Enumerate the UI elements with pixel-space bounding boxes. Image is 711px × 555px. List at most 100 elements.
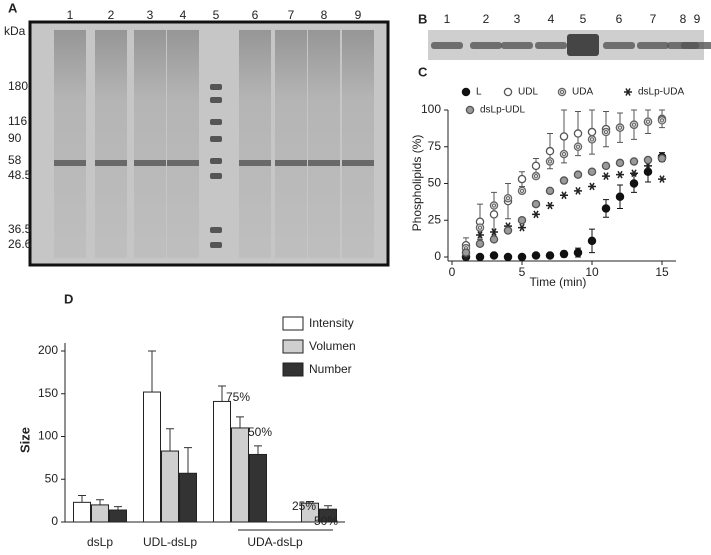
marker-ring	[559, 89, 565, 95]
marker	[517, 252, 527, 262]
marker-ring	[519, 188, 525, 193]
lane-label: 6	[616, 12, 623, 26]
marker	[657, 116, 667, 125]
y-tick-label: 150	[38, 386, 58, 400]
marker	[489, 210, 499, 219]
band	[603, 42, 635, 49]
legend-label: UDA	[572, 87, 593, 98]
legend-swatch	[282, 362, 304, 377]
y-axis-label: Size	[17, 427, 32, 453]
marker	[601, 127, 611, 137]
band	[95, 160, 127, 166]
y-tick-label: 100	[421, 102, 441, 116]
marker	[624, 88, 632, 96]
legend-swatch	[282, 339, 304, 354]
band	[470, 42, 502, 49]
lane-label: 4	[180, 8, 187, 22]
marker	[503, 87, 513, 97]
marker-ring	[533, 174, 539, 179]
marker-ring	[477, 225, 483, 230]
x-axis-label: Time (min)	[530, 275, 587, 289]
y-tick-label: 0	[51, 514, 58, 528]
error-bar	[166, 428, 174, 452]
marker	[573, 170, 583, 179]
error-bar	[184, 447, 192, 474]
lane-label: 2	[483, 12, 490, 26]
marker	[573, 129, 583, 138]
error-bar	[254, 445, 262, 455]
marker	[517, 215, 527, 225]
marker	[559, 149, 569, 159]
ladder-band	[210, 84, 222, 90]
marker-label: 36.5	[8, 222, 32, 236]
lane	[239, 30, 271, 258]
bar	[249, 453, 267, 523]
panel-label: C	[418, 64, 428, 79]
marker-ring	[575, 144, 581, 149]
panel-label: D	[64, 291, 73, 306]
lane	[167, 30, 199, 258]
lane-label: 5	[580, 12, 587, 26]
marker	[489, 201, 499, 210]
lane-label: 7	[288, 8, 295, 22]
marker-label: 58	[8, 153, 22, 167]
y-axis-label: Phospholipids (%)	[410, 135, 424, 232]
bar	[319, 508, 337, 523]
lane-label: 9	[355, 8, 362, 22]
marker	[643, 167, 653, 176]
marker-ring	[603, 129, 609, 135]
legend-label: Volumen	[309, 339, 356, 353]
x-tick-label: 15	[655, 265, 669, 279]
marker-ring	[659, 118, 665, 123]
marker	[545, 157, 555, 166]
marker-ring	[491, 203, 497, 208]
lane-label: 1	[67, 8, 74, 22]
error-bar	[114, 506, 122, 511]
marker	[602, 172, 610, 180]
y-tick-label: 50	[45, 471, 59, 485]
band	[275, 160, 307, 166]
marker	[461, 248, 471, 257]
x-tick-label: dsLp	[87, 535, 113, 549]
marker	[489, 251, 499, 260]
marker	[601, 204, 611, 213]
legend-label: Intensity	[309, 316, 354, 330]
bar	[301, 502, 319, 523]
marker	[503, 226, 513, 235]
marker	[587, 135, 597, 144]
marker	[615, 158, 625, 168]
marker	[616, 170, 624, 179]
band	[308, 160, 340, 166]
unit-label: kDa	[4, 24, 26, 38]
lane-label: 3	[147, 8, 154, 22]
y-tick-label: 0	[434, 249, 441, 263]
annotation: 50%	[314, 514, 338, 528]
marker	[658, 175, 666, 183]
marker	[573, 248, 583, 257]
y-tick-label: 100	[38, 429, 58, 443]
legend-label: dsLp-UDL	[480, 105, 525, 116]
ladder-band	[210, 242, 222, 248]
band	[134, 160, 166, 166]
panel-label: A	[8, 0, 18, 15]
marker-ring	[631, 122, 637, 127]
y-tick-label: 25	[428, 212, 442, 226]
lane-label: 8	[680, 12, 687, 26]
lane-label: 1	[444, 12, 451, 26]
error-bar	[96, 499, 104, 505]
marker-label: 48.5	[8, 168, 32, 182]
legend-swatch	[282, 316, 304, 331]
marker	[475, 223, 485, 232]
marker	[531, 199, 541, 209]
lane	[275, 30, 307, 258]
band	[637, 42, 669, 49]
lane-label: 6	[252, 8, 259, 22]
x-tick-label: 5	[519, 265, 526, 279]
marker-label: 90	[8, 131, 22, 145]
lane-label: 5	[213, 8, 220, 22]
marker	[615, 123, 625, 132]
marker-ring	[617, 125, 623, 130]
lane	[308, 30, 340, 258]
marker	[532, 210, 540, 219]
marker	[587, 127, 597, 137]
